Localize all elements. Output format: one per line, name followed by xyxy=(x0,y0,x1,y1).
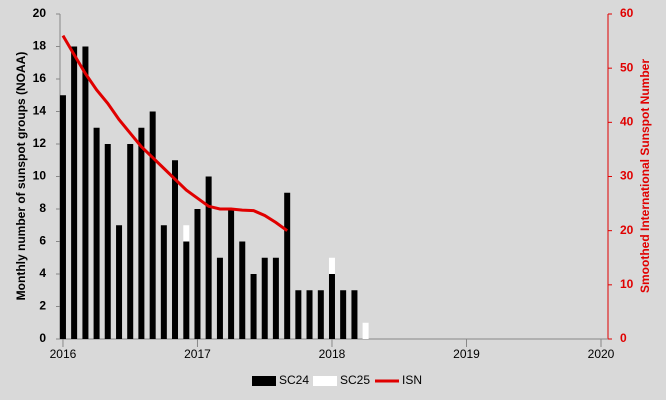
y-axis-label: Monthly number of sunspot groups (NOAA) xyxy=(14,52,28,301)
bar xyxy=(138,127,145,339)
x-tick-label: 2020 xyxy=(588,347,615,361)
legend-swatch xyxy=(313,376,337,386)
bar xyxy=(93,127,100,339)
bar xyxy=(59,95,66,339)
bar xyxy=(228,209,235,339)
bar xyxy=(250,274,257,339)
bar xyxy=(362,322,369,339)
bar xyxy=(116,225,123,339)
y2-tick-label: 40 xyxy=(620,115,634,129)
x-tick-label: 2016 xyxy=(50,347,77,361)
bar xyxy=(328,257,335,274)
legend-label: SC25 xyxy=(340,373,370,387)
bar xyxy=(351,290,358,339)
x-tick-label: 2019 xyxy=(453,347,480,361)
y-tick-label: 0 xyxy=(39,331,46,345)
bar xyxy=(306,290,313,339)
y2-tick-label: 10 xyxy=(620,277,634,291)
bar xyxy=(82,46,89,339)
y-tick-label: 18 xyxy=(33,39,47,53)
bar xyxy=(104,144,111,339)
bar xyxy=(328,274,335,339)
y-tick-label: 14 xyxy=(33,104,47,118)
y-tick-label: 20 xyxy=(33,6,47,20)
bar xyxy=(205,176,212,339)
legend-label: ISN xyxy=(402,373,422,387)
bar xyxy=(261,257,268,339)
y2-tick-label: 50 xyxy=(620,60,634,74)
y-tick-label: 10 xyxy=(33,169,47,183)
line xyxy=(61,34,289,232)
bar xyxy=(194,209,201,339)
y-tick-label: 4 xyxy=(39,266,46,280)
bar xyxy=(284,192,291,339)
bar xyxy=(340,290,347,339)
legend-swatch xyxy=(252,376,276,386)
y-tick-label: 6 xyxy=(39,234,46,248)
bar xyxy=(239,241,246,339)
y2-axis-label: Smoothed International Sunspot Number xyxy=(638,59,652,293)
y2-tick-label: 0 xyxy=(620,331,627,345)
y-tick-label: 12 xyxy=(33,136,47,150)
bar xyxy=(295,290,302,339)
legend-label: SC24 xyxy=(279,373,309,387)
bar xyxy=(317,290,324,339)
y-tick-label: 16 xyxy=(33,71,47,85)
bar xyxy=(216,257,223,339)
y2-tick-label: 60 xyxy=(620,6,634,20)
bar xyxy=(160,225,167,339)
bar xyxy=(149,111,156,339)
bar xyxy=(183,241,190,339)
y2-tick-label: 20 xyxy=(620,223,634,237)
bar xyxy=(127,144,134,339)
bar xyxy=(172,160,179,339)
y-tick-label: 8 xyxy=(39,201,46,215)
bar xyxy=(183,225,190,242)
x-tick-label: 2017 xyxy=(184,347,211,361)
y2-tick-label: 30 xyxy=(620,169,634,183)
bar xyxy=(272,257,279,339)
x-tick-label: 2018 xyxy=(319,347,346,361)
y-tick-label: 2 xyxy=(39,299,46,313)
bar xyxy=(71,46,78,339)
